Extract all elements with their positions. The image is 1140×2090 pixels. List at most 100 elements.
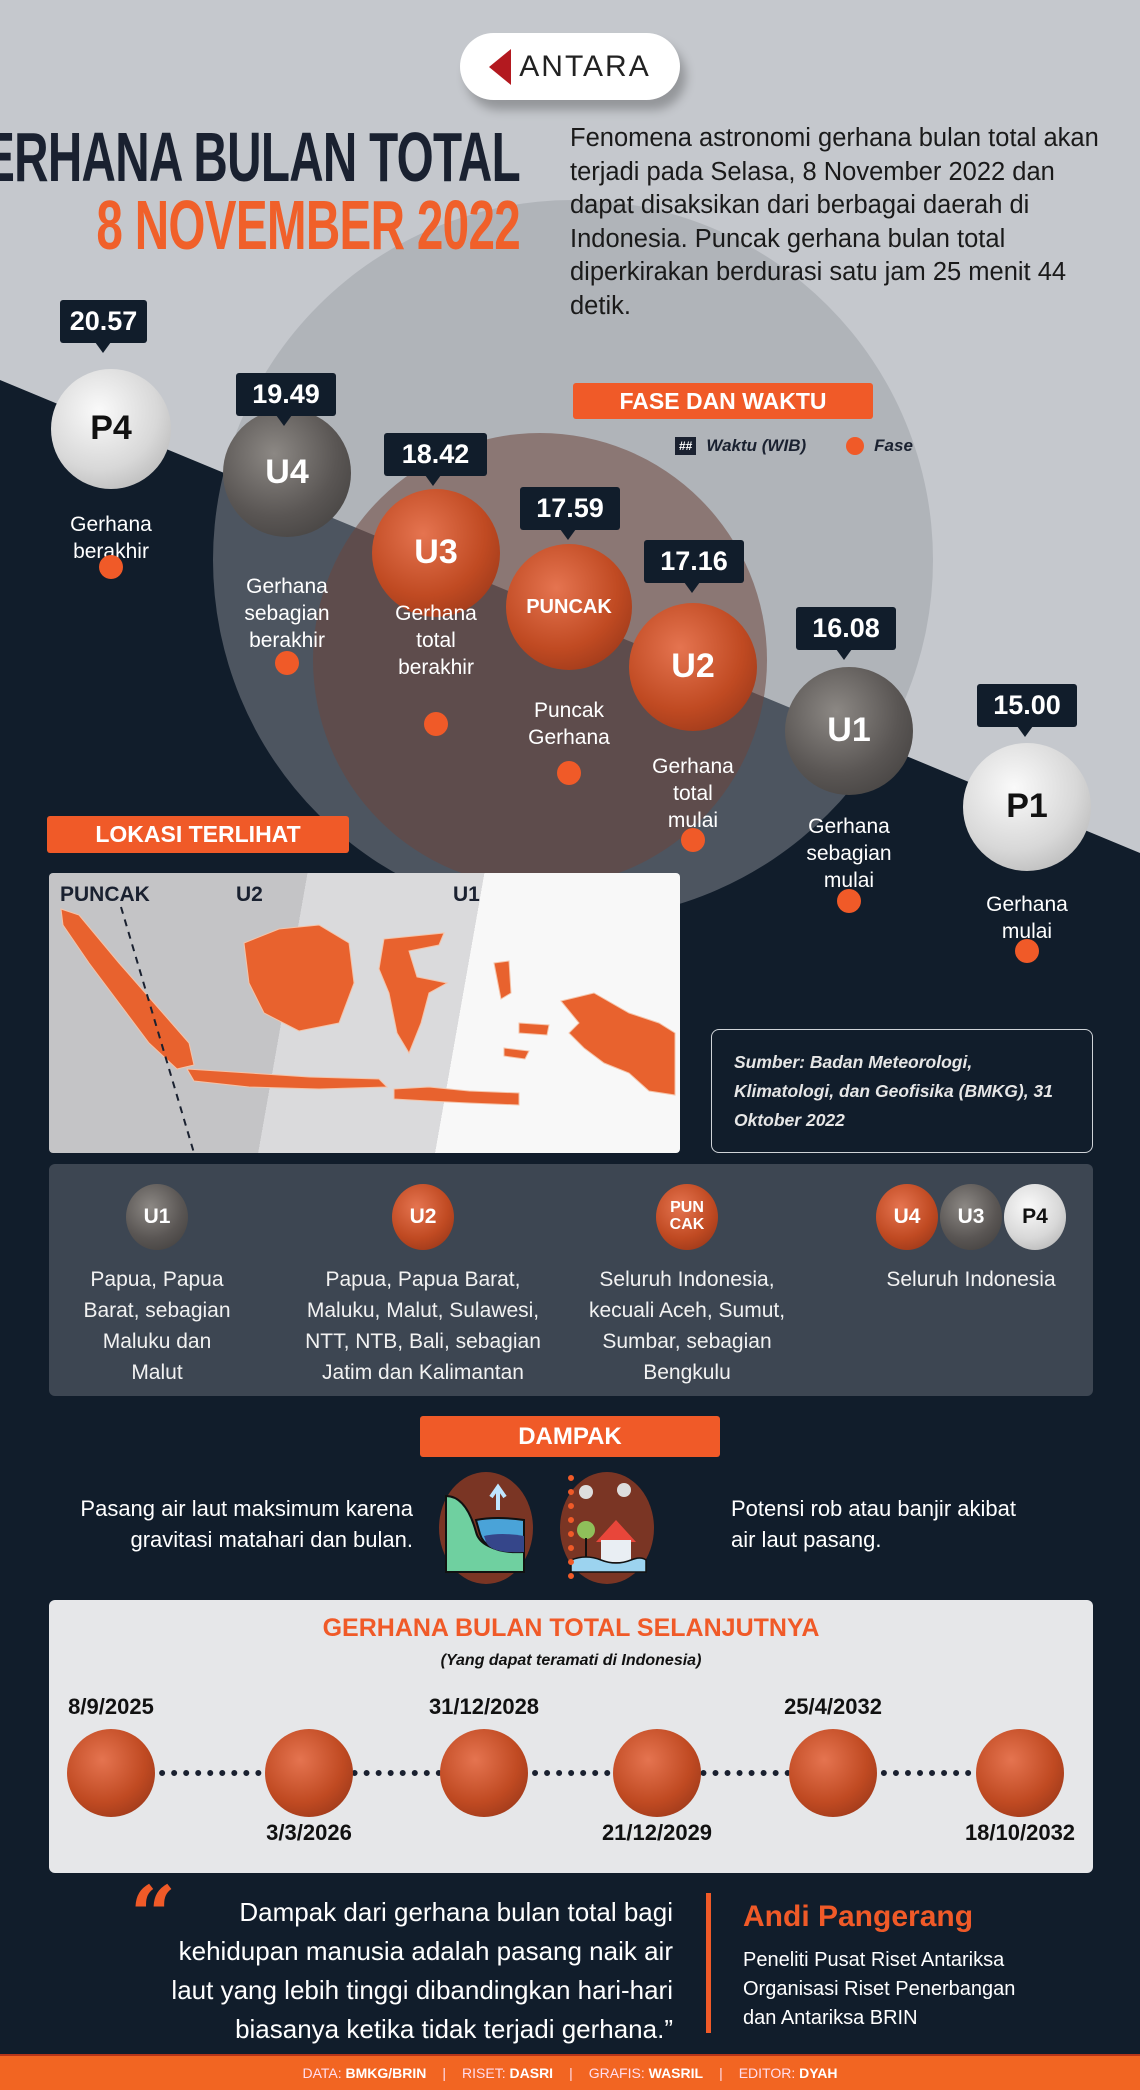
next-eclipses-subtitle: (Yang dapat teramati di Indonesia) (440, 1652, 702, 1669)
footer-credit: EDITOR: DYAH (739, 2065, 838, 2081)
visibility-text: Seluruh Indonesia (886, 1268, 1056, 1291)
map-label-u1: U1 (453, 883, 480, 906)
moon-p1: P1 (963, 743, 1091, 871)
moon-u1: U1 (785, 667, 913, 795)
eclipse-moon (440, 1729, 528, 1817)
visibility-moons: U1 (126, 1184, 188, 1250)
footer-credit: DATA: BMKG/BRIN (302, 2065, 426, 2081)
visibility-moons: PUN CAK (656, 1184, 718, 1250)
time-tag: 16.08 (796, 607, 896, 660)
eclipse-date: 25/4/2032 (784, 1694, 882, 1719)
phase-dot-icon (99, 555, 123, 579)
visibility-text: Papua, Papua Barat, sebagian Maluku dan … (83, 1268, 231, 1384)
map-label-puncak: PUNCAK (60, 883, 150, 906)
moon-puncak: PUN CAK (656, 1184, 718, 1250)
moon-u4: U4 (223, 409, 351, 537)
credit-value: DASRI (509, 2065, 554, 2081)
credit-value: WASRIL (648, 2065, 704, 2081)
next-eclipses-title: GERHANA BULAN TOTAL SELANJUTNYA (322, 1614, 820, 1642)
quote-text: Dampak dari gerhana bulan total bagi keh… (171, 1897, 673, 2044)
footer-separator: | (719, 2065, 723, 2081)
eclipse-moon (976, 1729, 1064, 1817)
sumatra-shape (60, 908, 195, 1070)
eclipse-date: 8/9/2025 (68, 1694, 154, 1719)
moon-p4: P4 (51, 369, 171, 489)
nusa-tenggara-shape (393, 1086, 520, 1106)
phase-label: Gerhana sebagian mulai (806, 815, 892, 892)
credit-key: DATA: (302, 2065, 342, 2081)
impact-left-text: Pasang air laut maksimum karena gravitas… (80, 1496, 413, 1552)
logo-text: ANTARA (519, 49, 651, 83)
time-tag: 19.49 (236, 373, 336, 426)
phase-dot-icon (1015, 939, 1039, 963)
visibility-column: U1 Papua, Papua Barat, sebagian Maluku da… (32, 1184, 282, 1388)
location-section-title: LOKASI TERLIHAT (47, 816, 349, 853)
rising-tide-icon (439, 1472, 533, 1584)
credit-key: EDITOR: (738, 2065, 796, 2081)
phase-label: Gerhana mulai (986, 893, 1068, 943)
phase-dot-icon (557, 761, 581, 785)
footer-separator: | (442, 2065, 447, 2081)
visibility-text: Seluruh Indonesia, kecuali Aceh, Sumut, … (588, 1268, 786, 1384)
time-tag: 20.57 (60, 300, 147, 353)
phase-legend: ## Waktu (WIB) Fase (675, 436, 913, 456)
moon-u3: U3 (940, 1184, 1002, 1250)
java-shape (186, 1068, 389, 1090)
time-tag: 15.00 (977, 684, 1077, 737)
eclipse-moon (613, 1729, 701, 1817)
time-tag: 17.16 (644, 540, 744, 593)
impact-right-text: Potensi rob atau banjir akibat air laut … (731, 1496, 1016, 1552)
visibility-column: PUN CAK Seluruh Indonesia, kecuali Aceh, … (562, 1184, 812, 1388)
visibility-column: U2 Papua, Papua Barat, Maluku, Malut, Sul… (298, 1184, 548, 1388)
footer-separator: | (569, 2065, 573, 2081)
eclipse-date: 3/3/2026 (266, 1820, 352, 1845)
eclipse-date: 21/12/2029 (601, 1820, 713, 1845)
quote-mark-icon: “ (130, 1868, 177, 1962)
time-legend-symbol: ## (675, 437, 697, 455)
indonesia-map-icon (60, 906, 676, 1153)
puncak-boundary-line (120, 906, 195, 1153)
moon-u3: U3 (372, 489, 500, 617)
antara-logo: ANTARA (460, 33, 680, 100)
phase-dot-icon (275, 651, 299, 675)
time-legend-label: Waktu (WIB) (706, 436, 807, 455)
visibility-column: U4 U3 P4 Seluruh Indonesia (846, 1184, 1096, 1295)
next-eclipses-panel (49, 1600, 1093, 1873)
credit-key: GRAFIS: (588, 2065, 645, 2081)
phase-label: Gerhana total mulai (652, 755, 734, 832)
moon-u4: U4 (876, 1184, 938, 1250)
credits-footer: DATA: BMKG/BRIN | RISET: DASRI | GRAFIS: WAS… (0, 2054, 1140, 2090)
phase-legend-label: Fase (874, 436, 913, 455)
kalimantan-shape (243, 924, 355, 1032)
visibility-text: Papua, Papua Barat, Maluku, Malut, Sulaw… (305, 1268, 541, 1384)
antara-mark-icon (489, 48, 512, 85)
credit-key: RISET: (462, 2065, 506, 2081)
phase-dot-icon (424, 712, 448, 736)
map-label-u2: U2 (236, 883, 263, 906)
phase-label: Puncak Gerhana (528, 699, 610, 749)
eclipse-date: 31/12/2028 (428, 1694, 540, 1719)
sulawesi-shape (378, 932, 449, 1055)
phase-label: Gerhana total berakhir (395, 602, 477, 679)
maluku-shape (493, 960, 550, 1060)
time-tag: 17.59 (520, 487, 620, 540)
moon-u2: U2 (629, 603, 757, 731)
flooded-house-icon (560, 1472, 654, 1584)
intro-text: Fenomena astronomi gerhana bulan total a… (570, 124, 1099, 320)
eclipse-moon (265, 1729, 353, 1817)
impact-icons (439, 1472, 654, 1584)
phase-label: Gerhana sebagian berakhir (244, 575, 330, 652)
indonesia-visibility-map: PUNCAK U2 U1 (49, 873, 680, 1153)
moon-p4: P4 (1004, 1184, 1066, 1250)
papua-shape (560, 992, 676, 1096)
eclipse-moon (789, 1729, 877, 1817)
footer-credit: RISET: DASRI (462, 2065, 553, 2081)
title-line1: GERHANA BULAN TOTAL (0, 118, 521, 196)
source-note: Sumber: Badan Meteorologi, Klimatologi, … (711, 1029, 1093, 1153)
eclipse-date: 18/10/2032 (964, 1820, 1076, 1845)
eclipse-moon (67, 1729, 155, 1817)
phase-section-title: FASE DAN WAKTU (573, 383, 873, 419)
moon-u2: U2 (392, 1184, 454, 1250)
quote-divider (706, 1893, 711, 2033)
quote-author: Andi Pangerang (743, 1900, 974, 1933)
